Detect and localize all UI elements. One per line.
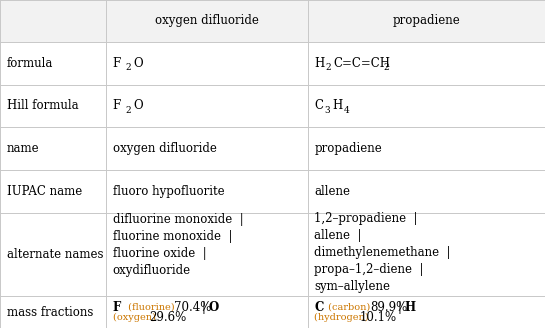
- Text: alternate names: alternate names: [7, 248, 103, 261]
- Text: allene  |: allene |: [314, 229, 362, 242]
- Text: propadiene: propadiene: [392, 14, 461, 28]
- Text: |: |: [201, 301, 205, 314]
- Text: C: C: [314, 301, 324, 314]
- Text: O: O: [208, 301, 219, 314]
- Text: (fluorine): (fluorine): [125, 303, 178, 312]
- Text: F: F: [113, 301, 121, 314]
- Text: 10.1%: 10.1%: [359, 311, 396, 324]
- Text: propa–1,2–diene  |: propa–1,2–diene |: [314, 263, 424, 276]
- Text: 1,2–propadiene  |: 1,2–propadiene |: [314, 212, 418, 225]
- Text: H: H: [405, 301, 416, 314]
- Text: 70.4%: 70.4%: [174, 301, 211, 314]
- Text: O: O: [134, 57, 143, 70]
- Text: 4: 4: [344, 106, 350, 115]
- Text: propadiene: propadiene: [314, 142, 382, 155]
- Text: oxygen difluoride: oxygen difluoride: [155, 14, 259, 28]
- Text: 2: 2: [383, 63, 389, 72]
- Text: H: H: [314, 57, 325, 70]
- Text: name: name: [7, 142, 39, 155]
- Text: difluorine monoxide  |: difluorine monoxide |: [113, 213, 244, 226]
- Text: allene: allene: [314, 185, 350, 198]
- Text: F: F: [113, 99, 121, 113]
- Text: (carbon): (carbon): [325, 303, 374, 312]
- Text: 2: 2: [326, 63, 331, 72]
- Text: 3: 3: [325, 106, 330, 115]
- Text: 89.9%: 89.9%: [371, 301, 408, 314]
- Text: formula: formula: [7, 57, 53, 70]
- Text: fluorine monoxide  |: fluorine monoxide |: [113, 230, 232, 243]
- Text: IUPAC name: IUPAC name: [7, 185, 82, 198]
- Text: (oxygen): (oxygen): [113, 313, 159, 322]
- Text: mass fractions: mass fractions: [7, 306, 93, 318]
- Text: 2: 2: [125, 63, 131, 72]
- Text: C=C=CH: C=C=CH: [333, 57, 390, 70]
- Text: fluorine oxide  |: fluorine oxide |: [113, 247, 207, 260]
- Text: fluoro hypofluorite: fluoro hypofluorite: [113, 185, 225, 198]
- Text: 29.6%: 29.6%: [149, 311, 186, 324]
- Text: oxygen difluoride: oxygen difluoride: [113, 142, 217, 155]
- Text: F: F: [113, 57, 121, 70]
- Text: O: O: [134, 99, 143, 113]
- Text: (hydrogen): (hydrogen): [314, 313, 372, 322]
- Bar: [0, 0, 545, 42]
- Text: Hill formula: Hill formula: [7, 99, 78, 113]
- Text: C: C: [314, 99, 324, 113]
- Text: H: H: [332, 99, 343, 113]
- Text: 2: 2: [125, 106, 131, 115]
- Text: |: |: [398, 301, 402, 314]
- Text: sym–allylene: sym–allylene: [314, 280, 390, 293]
- Text: dimethylenemethane  |: dimethylenemethane |: [314, 246, 451, 259]
- Text: oxydifluoride: oxydifluoride: [113, 264, 191, 277]
